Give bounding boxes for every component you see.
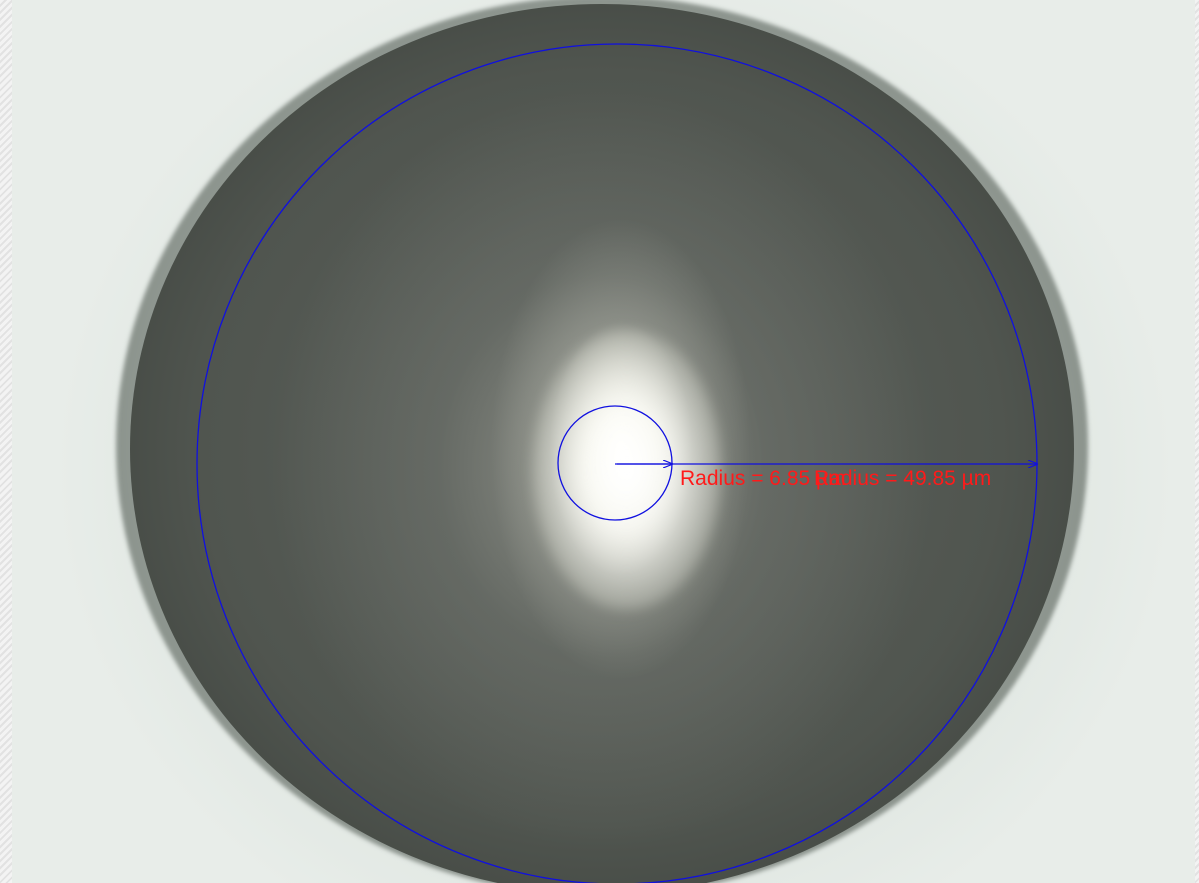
inner-radius-circle[interactable] — [557, 405, 673, 521]
microscope-field — [12, 0, 1195, 883]
inner-radius-label: Radius = 6.85 µm — [680, 467, 846, 490]
left-edge-strip — [0, 0, 12, 883]
right-edge-strip — [1195, 0, 1199, 883]
central-glow — [532, 330, 722, 610]
outer-radius-label: Radius = 49.85 µm — [814, 467, 991, 490]
